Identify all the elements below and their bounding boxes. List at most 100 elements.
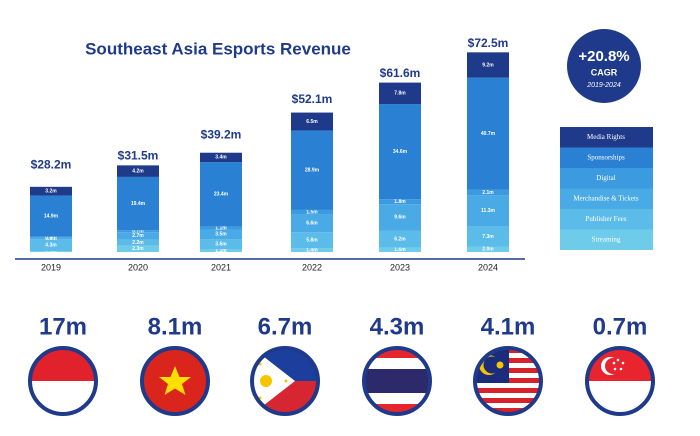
total-label: $28.2m <box>31 158 72 172</box>
segment-label: 4.2m <box>132 168 144 174</box>
segment-label: 23.4m <box>214 192 229 198</box>
bar-segment <box>117 176 159 231</box>
bar-segment <box>467 189 509 196</box>
segment-label: 9.6m <box>394 215 406 221</box>
bar-segment <box>291 112 333 131</box>
bar-segment <box>291 214 333 233</box>
legend-label: Merchandise & Tickets <box>573 195 639 203</box>
legend-swatch <box>560 168 653 189</box>
total-label: $39.2m <box>201 127 242 141</box>
chart-title: Southeast Asia Esports Revenue <box>85 39 351 58</box>
bar-segment <box>291 209 333 215</box>
bar-segment <box>200 226 242 230</box>
legend-label: Streaming <box>592 236 621 244</box>
segment-label: 2.1m <box>482 190 494 196</box>
segment-label: 34.6m <box>393 149 408 155</box>
bar-segment <box>379 82 421 105</box>
bar-segment <box>30 239 72 252</box>
legend-swatch <box>560 147 653 168</box>
segment-label: 2.2m <box>132 240 144 246</box>
x-tick-label: 2019 <box>41 262 61 272</box>
bar-segment <box>467 195 509 227</box>
legend-label: Sponsorships <box>587 154 625 162</box>
legend-label: Publisher Fees <box>585 215 626 223</box>
segment-label: 1.8m <box>394 199 406 205</box>
total-label: $72.5m <box>468 36 509 50</box>
flag-ring <box>585 346 655 416</box>
bar-segment <box>117 165 159 177</box>
cagr-period: 2019-2024 <box>586 82 621 89</box>
x-tick-label: 2020 <box>128 262 148 272</box>
bar-segment <box>291 130 333 210</box>
bar-segment <box>117 245 159 252</box>
legend-swatch <box>560 209 653 230</box>
segment-label: 1.1m <box>215 248 227 254</box>
bar-segment <box>30 237 72 240</box>
segment-label: 6.5m <box>306 119 318 125</box>
bar-segment <box>30 186 72 196</box>
segment-label: 28.9m <box>305 168 320 174</box>
segment-label: 6.6m <box>306 220 318 226</box>
x-tick-label: 2021 <box>211 262 231 272</box>
bar-segment <box>200 239 242 249</box>
segment-label: 0.3m <box>45 249 57 255</box>
segment-label: 1.1m <box>215 225 227 231</box>
segment-label: 6.2m <box>394 236 406 242</box>
segment-label: 2.3m <box>132 246 144 252</box>
segment-label: 2.0m <box>482 247 494 253</box>
bar-segment <box>467 246 509 252</box>
bar-segment <box>291 248 333 252</box>
bar-segment <box>30 236 72 238</box>
flag-ring <box>250 346 320 416</box>
cagr-value: +20.8% <box>578 48 629 65</box>
total-label: $31.5m <box>118 149 159 163</box>
segment-label: 7.3m <box>482 234 494 240</box>
x-tick-label: 2023 <box>390 262 410 272</box>
audience-value: 6.7m <box>258 313 313 340</box>
bar-segment <box>117 230 159 233</box>
segment-label: 3.6m <box>215 241 227 247</box>
legend-label: Media Rights <box>587 133 625 141</box>
segment-label: 40.7m <box>481 131 496 137</box>
legend-swatch <box>560 188 653 209</box>
segment-label: 1.4m <box>306 247 318 253</box>
bar-segment <box>200 229 242 240</box>
segment-label: 3.5m <box>215 232 227 238</box>
bar-segment <box>379 199 421 205</box>
legend-swatch <box>560 127 653 148</box>
bar-segment <box>467 226 509 247</box>
flag-ring <box>362 346 432 416</box>
bar-segment <box>30 251 72 252</box>
segment-label: 0.4m <box>45 234 57 240</box>
bar-segment <box>200 248 242 252</box>
bar-segment <box>467 52 509 78</box>
legend-label: Digital <box>596 174 615 182</box>
bar-segment <box>117 232 159 240</box>
flag-ring <box>473 346 543 416</box>
segment-label: 4.3m <box>45 243 57 249</box>
legend-swatch <box>560 229 653 250</box>
segment-label: 1.5m <box>306 209 318 215</box>
flag-ring <box>28 346 98 416</box>
segment-label: 9.2m <box>482 62 494 68</box>
audience-value: 0.7m <box>593 313 648 340</box>
segment-label: 5.8m <box>306 238 318 244</box>
cagr-badge <box>567 29 641 103</box>
audience-value: 4.1m <box>481 313 536 340</box>
segment-label: 0.7m <box>132 229 144 235</box>
segment-label: 11.3m <box>481 208 495 214</box>
segment-label: 3.4m <box>215 155 227 161</box>
bar-segment <box>117 239 159 246</box>
x-tick-label: 2022 <box>302 262 322 272</box>
segment-label: 1.6m <box>394 247 406 253</box>
segment-label: 14.9m <box>44 213 59 219</box>
flag-ring <box>140 346 210 416</box>
audience-value: 8.1m <box>148 313 203 340</box>
bar-segment <box>30 195 72 237</box>
bar-segment <box>291 232 333 249</box>
cagr-label: CAGR <box>591 67 618 77</box>
bar-segment <box>379 230 421 248</box>
segment-label: 2.7m <box>132 233 144 239</box>
total-label: $52.1m <box>292 92 333 106</box>
